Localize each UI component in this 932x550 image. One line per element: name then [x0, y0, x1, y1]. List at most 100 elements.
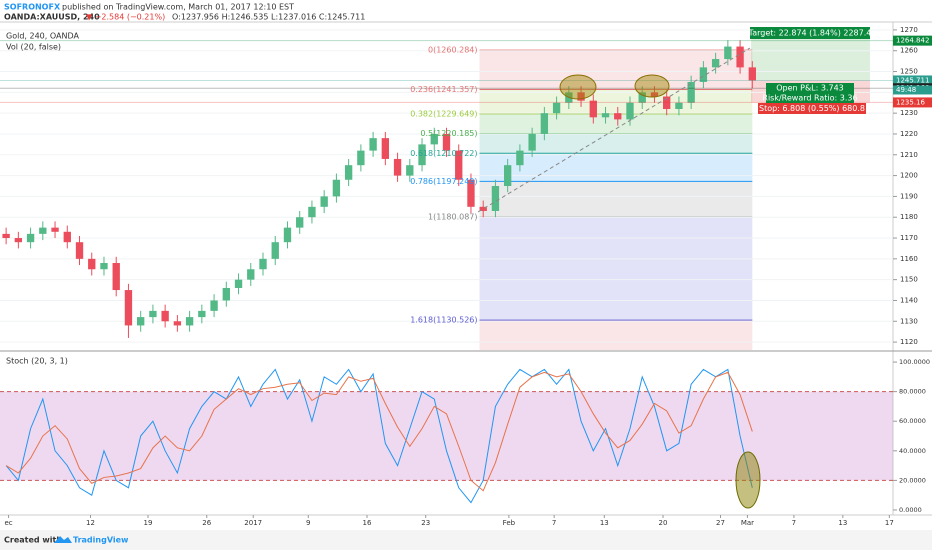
candle-body [467, 179, 475, 207]
x-tick-label: ec [4, 519, 12, 527]
highlight [559, 74, 597, 100]
y-tick-label: 1200 [900, 172, 918, 180]
candle-body [724, 46, 732, 60]
y-tick-label: 0.0000 [899, 506, 922, 514]
fib-band [479, 217, 753, 321]
footer-text: Created with [4, 536, 62, 545]
y-tick-label: 1170 [900, 234, 918, 242]
candle-body [234, 279, 243, 288]
candle-body [736, 46, 744, 68]
fib-label: 0(1260.284) [428, 46, 478, 55]
y-tick-label: 100.0000 [899, 358, 930, 366]
change: ▼ −2.584 (−0.21%) [86, 13, 165, 22]
stop-label: Stop: 6.808 (0.55%) 680.8 [759, 104, 865, 113]
candle-body [26, 233, 35, 243]
candle-body [663, 96, 671, 109]
y-tick-label: 1230 [900, 109, 918, 117]
footer [0, 530, 932, 550]
y-tick-label: 1120 [900, 338, 918, 346]
logo [54, 536, 72, 543]
candle-body [198, 310, 206, 318]
y-tick-label: 40.0000 [899, 447, 926, 455]
candle-body [406, 165, 414, 176]
x-tick-label: 12 [86, 519, 95, 527]
author: SOFRONOFX [4, 3, 61, 12]
candle-body [442, 133, 451, 151]
candle-body [51, 227, 59, 232]
candle-body [308, 206, 316, 218]
price-tag-label: 1264.842 [896, 37, 929, 45]
candle-body [283, 227, 292, 243]
price-pane [0, 29, 897, 343]
fib-label: 0.236(1241.357) [410, 85, 477, 94]
candle-body [748, 67, 756, 81]
candle-body [185, 317, 194, 326]
x-tick-label: 2017 [244, 519, 262, 527]
y-tick-label: 1160 [900, 255, 918, 263]
ratio-label: Risk/Reward Ratio: 3.36 [762, 94, 857, 103]
x-tick-label: 7 [792, 519, 796, 527]
candle-body [271, 242, 279, 259]
fib-label: 0.786(1197.249) [410, 177, 477, 186]
published: published on TradingView.com, March 01, … [62, 3, 294, 12]
candle-body [491, 186, 500, 211]
fib-label: 0.5(1220.185) [420, 129, 477, 138]
fib-band [479, 89, 753, 114]
x-tick-label: 7 [552, 519, 556, 527]
price-title: Gold, 240, OANDA [6, 32, 79, 41]
y-tick-label: 1140 [900, 296, 918, 304]
footer-brand: TradingView [73, 536, 129, 545]
candle-body [626, 102, 634, 120]
fib-label: 0.382(1229.649) [410, 109, 477, 118]
price-tag [893, 75, 932, 86]
candle-body [259, 258, 267, 270]
candle-body [357, 150, 365, 166]
x-tick-label: 27 [716, 519, 725, 527]
trend-line [477, 47, 751, 213]
x-tick-label: 9 [306, 519, 310, 527]
candle-body [455, 150, 463, 180]
candle-body [344, 165, 353, 180]
countdown: 49:48 [896, 86, 916, 94]
ohlc: O:1237.956 H:1246.535 L:1237.016 C:1245.… [172, 13, 365, 22]
candle-body [173, 321, 182, 326]
candle-body [699, 67, 708, 82]
candle-body [589, 100, 597, 118]
x-tick-label: 13 [600, 519, 609, 527]
y-tick-label: 1210 [900, 151, 918, 159]
candle-body [528, 133, 536, 151]
candle-body [540, 113, 549, 134]
y-tick-label: 60.0000 [899, 417, 926, 425]
candle-body [614, 113, 622, 120]
y-tick-label: 1260 [900, 47, 918, 55]
fib-band [479, 320, 753, 350]
label-box [750, 27, 870, 39]
y-tick-label: 1250 [900, 68, 918, 76]
x-tick-label: 16 [363, 519, 372, 527]
countdown-tag [893, 85, 932, 95]
candle-body [112, 263, 120, 291]
candle-body [63, 231, 71, 243]
candle-body [320, 196, 328, 207]
highlight [735, 451, 761, 509]
stoch-title: Stoch (20, 3, 1) [6, 357, 68, 366]
x-tick-label: 23 [421, 519, 430, 527]
fib-band [479, 153, 753, 182]
x-tick-label: 17 [885, 519, 894, 527]
x-tick-label: 19 [144, 519, 153, 527]
y-tick-label: 1190 [900, 192, 918, 200]
candle-body [369, 138, 377, 151]
candle-body [2, 233, 10, 239]
y-tick-label: 1180 [900, 213, 918, 221]
stoch-line [5, 371, 753, 492]
candle-body [247, 269, 255, 280]
price-tag [893, 35, 932, 46]
highlight [634, 74, 670, 98]
pnl-label: Open P&L: 3.743 [776, 84, 844, 93]
price-tag-label: 1235.16 [896, 98, 925, 106]
candle-body [75, 242, 84, 259]
candle-body [210, 300, 218, 311]
fib-label: 1(1180.087) [428, 213, 478, 222]
x-tick-label: 26 [202, 519, 211, 527]
